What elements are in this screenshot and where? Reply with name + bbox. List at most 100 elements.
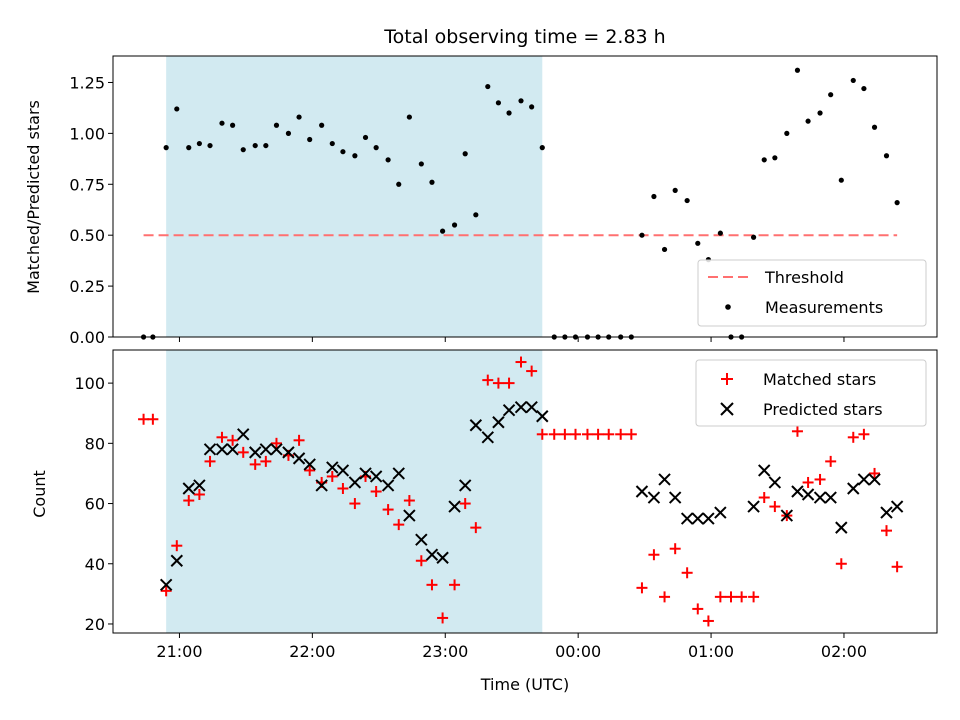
measurement-point (373, 145, 379, 151)
bottom-x-tick-label: 00:00 (555, 642, 601, 661)
bottom-shaded-span (166, 350, 543, 633)
legend-threshold-label: Threshold (764, 268, 844, 287)
measurement-point (273, 122, 280, 128)
matched-star-point (880, 525, 892, 537)
bottom-legend: Matched stars Predicted stars (695, 359, 927, 427)
predicted-star-points (159, 400, 904, 592)
measurement-point (296, 114, 302, 120)
measurement-point (186, 145, 192, 151)
matched-star-point (183, 495, 195, 507)
matched-star-point (204, 455, 216, 467)
bottom-y-axis-label: Count (30, 470, 49, 518)
predicted-star-point (691, 512, 704, 525)
measurement-point (761, 157, 767, 163)
measurement-point (230, 122, 236, 128)
predicted-star-point (403, 509, 416, 522)
bottom-y-tick-label: 40 (85, 555, 105, 574)
measurement-point (684, 197, 690, 204)
measurement-point (473, 212, 479, 218)
predicted-star-point (170, 554, 184, 567)
top-y-tick-label: 0.75 (69, 175, 105, 194)
predicted-star-point (768, 476, 782, 489)
bottom-x-tick-label: 23:00 (422, 642, 468, 661)
measurement-point (805, 118, 811, 124)
measurement-point (451, 222, 458, 228)
measurement-point (396, 181, 402, 187)
matched-star-point (503, 377, 515, 389)
measurement-point (871, 124, 878, 130)
predicted-star-point (847, 482, 860, 495)
top-shaded-span (166, 56, 543, 337)
measurement-point (750, 234, 757, 240)
predicted-star-point (270, 443, 283, 456)
predicted-star-point (857, 473, 871, 486)
predicted-star-point (336, 464, 350, 477)
matched-star-point (869, 467, 881, 479)
measurement-point (661, 246, 668, 253)
matched-star-point (449, 579, 461, 591)
measurement-point (385, 157, 391, 163)
matched-star-point (847, 431, 859, 443)
matched-star-point (725, 591, 737, 603)
matched-star-point (482, 374, 494, 386)
bottom-x-tick-label: 01:00 (688, 642, 734, 661)
measurement-point (506, 110, 512, 116)
top-panel: 0.00 0.25 0.50 0.75 1.00 1.25 Total observing… (24, 26, 938, 347)
predicted-star-point (303, 458, 316, 471)
predicted-star-point (525, 400, 538, 414)
measurement-point (418, 161, 424, 167)
top-y-tick-label: 1.25 (69, 73, 105, 92)
predicted-star-point (824, 491, 837, 504)
x-axis-label: Time (UTC) (480, 675, 569, 694)
predicted-star-point (680, 512, 694, 525)
measurement-point (838, 177, 844, 183)
measurement-point (784, 130, 790, 136)
matched-star-point (603, 428, 615, 440)
legend-predicted-label: Predicted stars (763, 400, 883, 419)
bottom-x-ticks: 21:00 22:00 23:00 00:00 01:00 02:00 (156, 633, 867, 661)
matched-star-point (515, 356, 527, 368)
measurement-point (695, 240, 701, 246)
matched-star-point (615, 428, 627, 440)
predicted-star-point (425, 548, 439, 561)
matched-star-point (736, 591, 748, 603)
matched-star-point (382, 504, 394, 516)
predicted-star-point (469, 419, 483, 432)
predicted-star-point (458, 479, 472, 492)
measurement-point (539, 145, 545, 151)
measurement-point (651, 193, 657, 200)
measurement-point (174, 106, 180, 112)
matched-star-point (758, 492, 770, 504)
measurement-point (352, 153, 358, 159)
matched-star-point (669, 543, 681, 555)
measurement-point (495, 100, 502, 106)
predicted-star-point (381, 479, 395, 492)
matched-star-point (702, 615, 714, 627)
measurement-point (894, 200, 900, 206)
predicted-star-point (492, 416, 505, 429)
predicted-star-point (215, 443, 229, 456)
matched-star-points (138, 356, 903, 627)
legend-measurements-label: Measurements (765, 298, 883, 317)
matched-star-point (891, 561, 903, 573)
matched-star-point (260, 455, 272, 467)
measurement-point (518, 98, 524, 104)
measurement-point (340, 149, 346, 155)
predicted-star-point (436, 551, 449, 564)
bottom-y-tick-label: 80 (85, 434, 105, 453)
measurement-point (263, 142, 269, 149)
measurement-point (828, 92, 834, 98)
predicted-star-point (635, 485, 649, 498)
matched-star-point (293, 434, 305, 446)
predicted-star-point (226, 443, 239, 456)
bottom-x-tick-label: 22:00 (289, 642, 335, 661)
measurement-point (672, 187, 678, 193)
predicted-star-point (801, 488, 815, 501)
measurement-point (406, 114, 412, 120)
measurement-point (285, 130, 292, 136)
predicted-star-point (182, 482, 195, 495)
matched-star-point (536, 428, 548, 440)
matched-star-point (802, 476, 814, 488)
matched-star-point (570, 428, 582, 440)
